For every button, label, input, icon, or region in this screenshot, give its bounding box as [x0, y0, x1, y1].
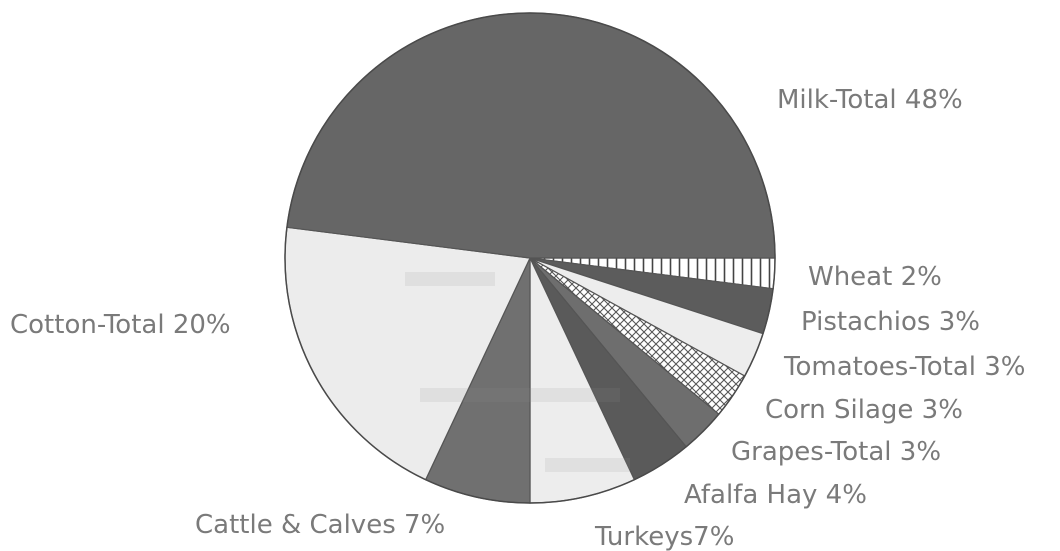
slice-labels: Milk-Total 48% Wheat 2% Cotton-Total 20%… [10, 85, 1026, 551]
label-pistachios: Pistachios 3% [801, 307, 980, 337]
label-grapes-total: Grapes-Total 3% [731, 437, 941, 467]
label-afalfa-hay: Afalfa Hay 4% [684, 480, 867, 510]
label-cattle-calves: Cattle & Calves 7% [195, 510, 445, 540]
label-turkeys: Turkeys7% [594, 522, 734, 551]
label-cotton-total: Cotton-Total 20% [10, 310, 231, 340]
label-milk-total: Milk-Total 48% [777, 85, 963, 115]
pie-slices [284, 12, 776, 504]
label-wheat: Wheat 2% [808, 262, 942, 292]
pie-outline [284, 12, 776, 504]
label-corn-silage: Corn Silage 3% [765, 395, 963, 425]
scan-bleed-through [405, 272, 630, 472]
label-tomatoes-total: Tomatoes-Total 3% [783, 352, 1026, 382]
slice-milk-total [286, 12, 776, 259]
